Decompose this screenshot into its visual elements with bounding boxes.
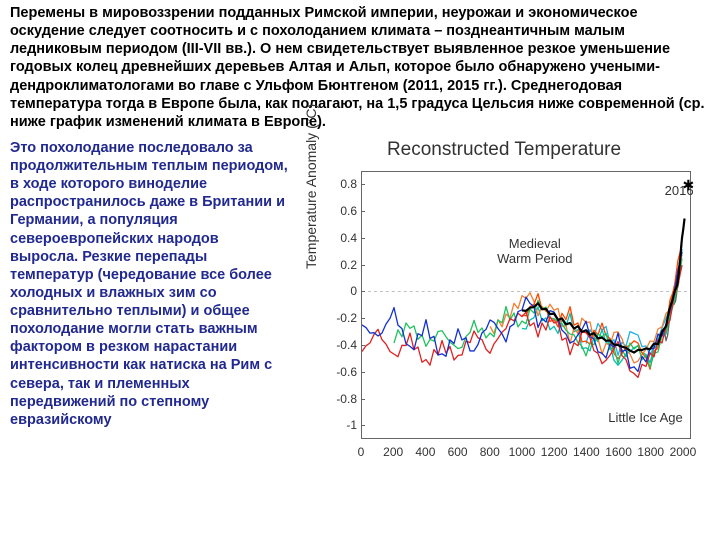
annotation-medieval: Medieval Warm Period	[497, 236, 572, 266]
chart-lines-svg	[362, 172, 690, 438]
chart-ytick: -0.4	[309, 338, 357, 352]
intro-paragraph: Перемены в мировоззрении подданных Римск…	[0, 0, 720, 139]
chart-box: Temperature Anomaly (°C) Medieval Warm P…	[309, 163, 699, 463]
marker-2016-icon: ✱	[683, 177, 695, 194]
chart-xtick: 400	[415, 445, 435, 459]
chart-xtick: 1600	[605, 445, 632, 459]
chart-ytick: -1	[309, 418, 357, 432]
chart-xtick: 1200	[541, 445, 568, 459]
chart-xtick: 200	[383, 445, 403, 459]
chart-ytick: 0.6	[309, 204, 357, 218]
chart-ytick: 0.2	[309, 258, 357, 272]
chart-xtick: 2000	[670, 445, 697, 459]
chart-ytick: -0.6	[309, 365, 357, 379]
chart-ytick: 0.4	[309, 231, 357, 245]
annotation-lia: Little Ice Age	[608, 410, 682, 425]
side-paragraph: Это похолодание последовало за продолжит…	[10, 139, 290, 463]
chart-ytick: -0.2	[309, 311, 357, 325]
content-row: Это похолодание последовало за продолжит…	[0, 139, 720, 463]
chart-xtick: 0	[358, 445, 365, 459]
chart-xtick: 1000	[509, 445, 536, 459]
chart-xtick: 1800	[637, 445, 664, 459]
chart-xtick: 600	[448, 445, 468, 459]
chart-xtick: 800	[480, 445, 500, 459]
chart-ytick: 0.8	[309, 177, 357, 191]
chart-ytick: 0	[309, 284, 357, 298]
chart-title: Reconstructed Temperature	[387, 139, 621, 161]
chart-plot-area: Medieval Warm Period Little Ice Age 2016…	[361, 171, 691, 439]
chart-ytick: -0.8	[309, 392, 357, 406]
chart-xtick: 1400	[573, 445, 600, 459]
chart-container: Reconstructed Temperature Temperature An…	[298, 139, 710, 463]
